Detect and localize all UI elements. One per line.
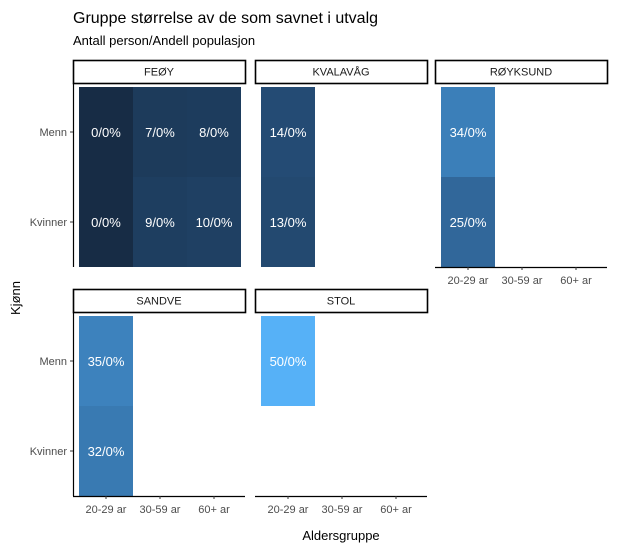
- cell-value-label: 14/0%: [270, 125, 307, 140]
- cell-value-label: 32/0%: [88, 444, 125, 459]
- heatmap-cell: [187, 87, 241, 177]
- heatmap-cell: [133, 87, 187, 177]
- panel-strip-label: STOL: [327, 296, 356, 308]
- y-tick-label: Kvinner: [30, 217, 68, 229]
- panel-kvalavag: KVALAVÅG 14/0% 13/0%: [254, 59, 429, 267]
- heatmap-cell: [441, 177, 495, 267]
- panel-feoy: FEØY 0/0% 7/0% 8/0% 0/0% 9/0% 10/0% Menn Kvinner: [30, 59, 247, 267]
- heatmap-cell: [261, 87, 315, 177]
- panel-strip-label: FEØY: [144, 67, 175, 79]
- cell-value-label: 9/0%: [145, 215, 175, 230]
- x-tick-label: 60+ ar: [380, 504, 412, 516]
- facet-panels: FEØY 0/0% 7/0% 8/0% 0/0% 9/0% 10/0% Menn Kvinner…: [30, 59, 609, 516]
- heatmap-cell: [441, 87, 495, 177]
- x-axis-title: Aldersgruppe: [302, 528, 379, 543]
- cell-value-label: 25/0%: [450, 215, 487, 230]
- heatmap-cell: [187, 177, 241, 267]
- cell-value-label: 0/0%: [91, 125, 121, 140]
- y-tick-label: Kvinner: [30, 446, 68, 458]
- panel-sandve: SANDVE 35/0% 32/0% Menn Kvinner 20-29 ar 30-59…: [30, 288, 247, 516]
- y-tick-label: Menn: [39, 356, 67, 368]
- panel-strip-label: KVALAVÅG: [312, 66, 369, 79]
- heatmap-cell: [79, 87, 133, 177]
- x-tick-label: 20-29 ar: [448, 275, 489, 287]
- panel-stol: STOL 50/0% 20-29 ar 30-59 ar 60+ ar: [254, 288, 429, 516]
- panel-strip: [72, 59, 247, 85]
- heatmap-cell: [79, 177, 133, 267]
- panel-strip: [254, 288, 429, 314]
- panel-strip: [254, 59, 429, 85]
- y-tick-label: Menn: [39, 127, 67, 139]
- cell-value-label: 0/0%: [91, 215, 121, 230]
- panel-royksund: RØYKSUND 34/0% 25/0% 20-29 ar 30-59 ar 60+ ar: [434, 59, 609, 287]
- x-tick-label: 20-29 ar: [86, 504, 127, 516]
- cell-value-label: 34/0%: [450, 125, 487, 140]
- chart-title: Gruppe størrelse av de som savnet i utva…: [73, 10, 378, 27]
- panel-strip-label: SANDVE: [136, 296, 181, 308]
- heatmap-cell: [79, 316, 133, 406]
- x-tick-label: 30-59 ar: [322, 504, 363, 516]
- x-tick-label: 20-29 ar: [268, 504, 309, 516]
- panel-strip: [434, 59, 609, 85]
- panel-strip: [72, 288, 247, 314]
- cell-value-label: 10/0%: [196, 215, 233, 230]
- cell-value-label: 50/0%: [270, 354, 307, 369]
- cell-value-label: 35/0%: [88, 354, 125, 369]
- heatmap-cell: [133, 177, 187, 267]
- heatmap-cell: [261, 316, 315, 406]
- x-tick-label: 60+ ar: [198, 504, 230, 516]
- x-tick-label: 30-59 ar: [502, 275, 543, 287]
- cell-value-label: 8/0%: [199, 125, 229, 140]
- panel-strip-label: RØYKSUND: [490, 67, 552, 79]
- cell-value-label: 7/0%: [145, 125, 175, 140]
- x-tick-label: 30-59 ar: [140, 504, 181, 516]
- x-tick-label: 60+ ar: [560, 275, 592, 287]
- heatmap-cell: [79, 406, 133, 496]
- cell-value-label: 13/0%: [270, 215, 307, 230]
- heatmap-cell: [261, 177, 315, 267]
- chart-subtitle: Antall person/Andell populasjon: [73, 33, 255, 48]
- y-axis-title: Kjønn: [8, 281, 23, 315]
